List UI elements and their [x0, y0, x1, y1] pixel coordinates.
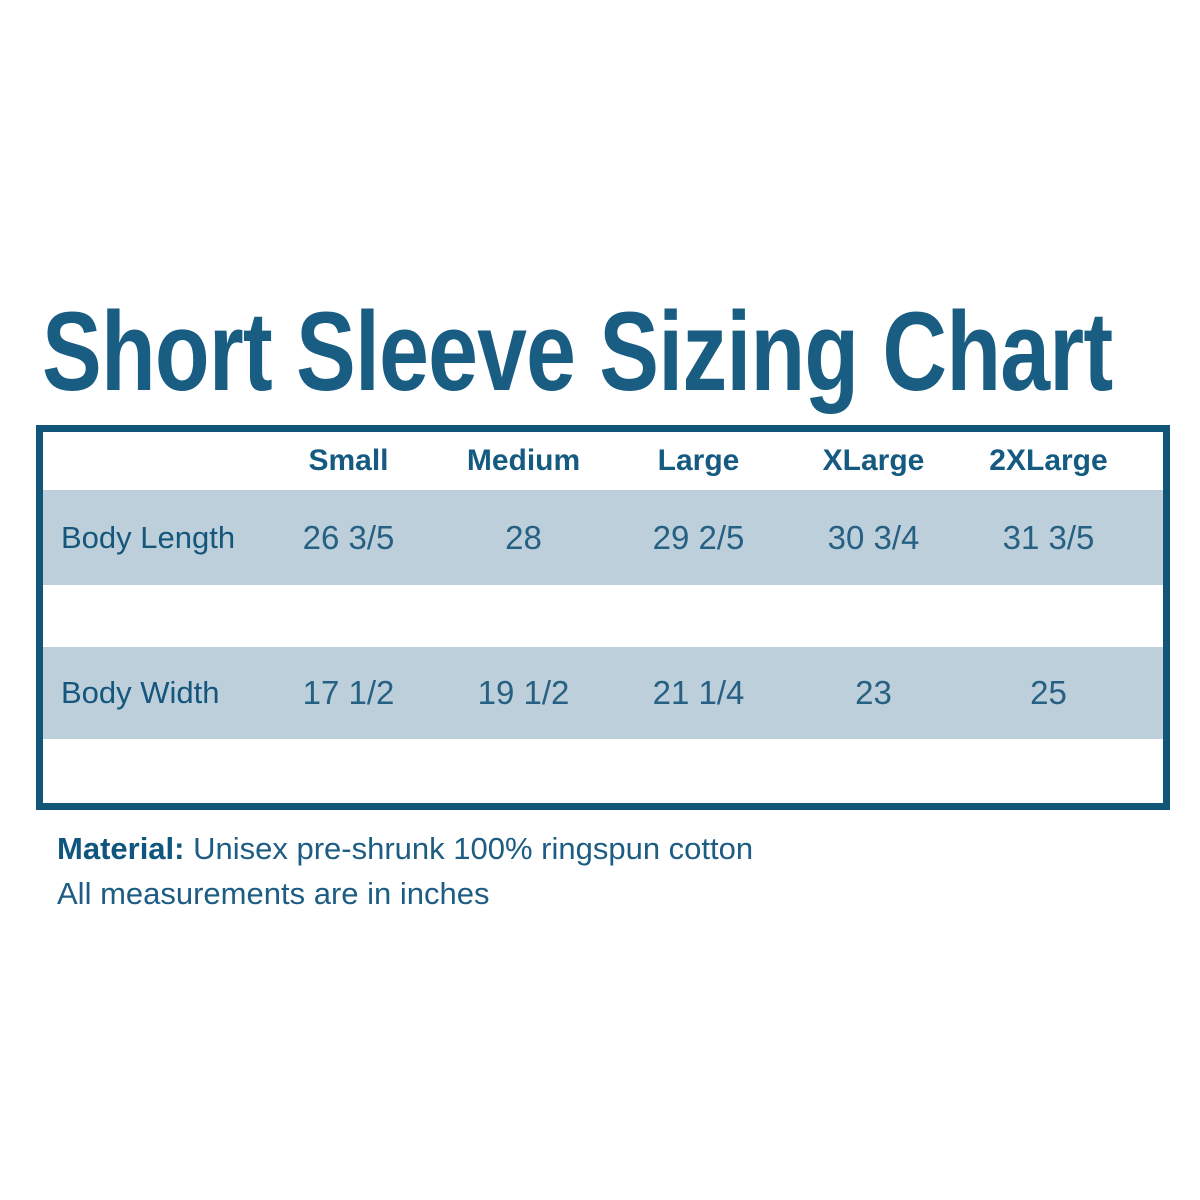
- body-length-large: 29 2/5: [652, 518, 745, 556]
- body-length-medium: 28: [505, 518, 542, 556]
- body-length-xlarge: 30 3/4: [827, 518, 920, 556]
- sizing-table: Small Medium Large XLarge 2XLarge Body L…: [36, 425, 1170, 810]
- page-title: Short Sleeve Sizing Chart: [42, 289, 1113, 414]
- table-spacer-row: [43, 739, 1163, 803]
- table-row-body-length: Body Length 26 3/5 28 29 2/5 30 3/4 31 3…: [43, 490, 1163, 585]
- body-width-2xlarge: 25: [1030, 674, 1067, 711]
- body-width-xlarge: 23: [855, 674, 892, 711]
- body-length-small: 26 3/5: [302, 518, 395, 556]
- table-spacer-row: [43, 585, 1163, 647]
- column-header-2xlarge: 2XLarge: [989, 444, 1108, 477]
- table-row-body-width: Body Width 17 1/2 19 1/2 21 1/4 23 25: [43, 647, 1163, 739]
- body-width-large: 21 1/4: [652, 674, 745, 711]
- column-header-xlarge: XLarge: [822, 444, 925, 477]
- column-header-small: Small: [308, 444, 389, 477]
- column-header-medium: Medium: [466, 444, 581, 477]
- table-header-row: Small Medium Large XLarge 2XLarge: [43, 432, 1163, 490]
- body-width-medium: 19 1/2: [477, 674, 570, 711]
- body-length-2xlarge: 31 3/5: [1002, 518, 1095, 556]
- footer-notes: Material: Unisex pre-shrunk 100% ringspu…: [57, 826, 753, 916]
- material-label: Material:: [57, 831, 185, 866]
- body-width-small: 17 1/2: [302, 674, 395, 711]
- material-value: Unisex pre-shrunk 100% ringspun cotton: [184, 831, 754, 866]
- measurements-note: All measurements are in inches: [57, 876, 490, 911]
- material-line: Material: Unisex pre-shrunk 100% ringspu…: [57, 826, 753, 871]
- row-label-body-length: Body Length: [61, 519, 236, 555]
- column-header-large: Large: [657, 444, 740, 477]
- row-label-body-width: Body Width: [61, 675, 220, 710]
